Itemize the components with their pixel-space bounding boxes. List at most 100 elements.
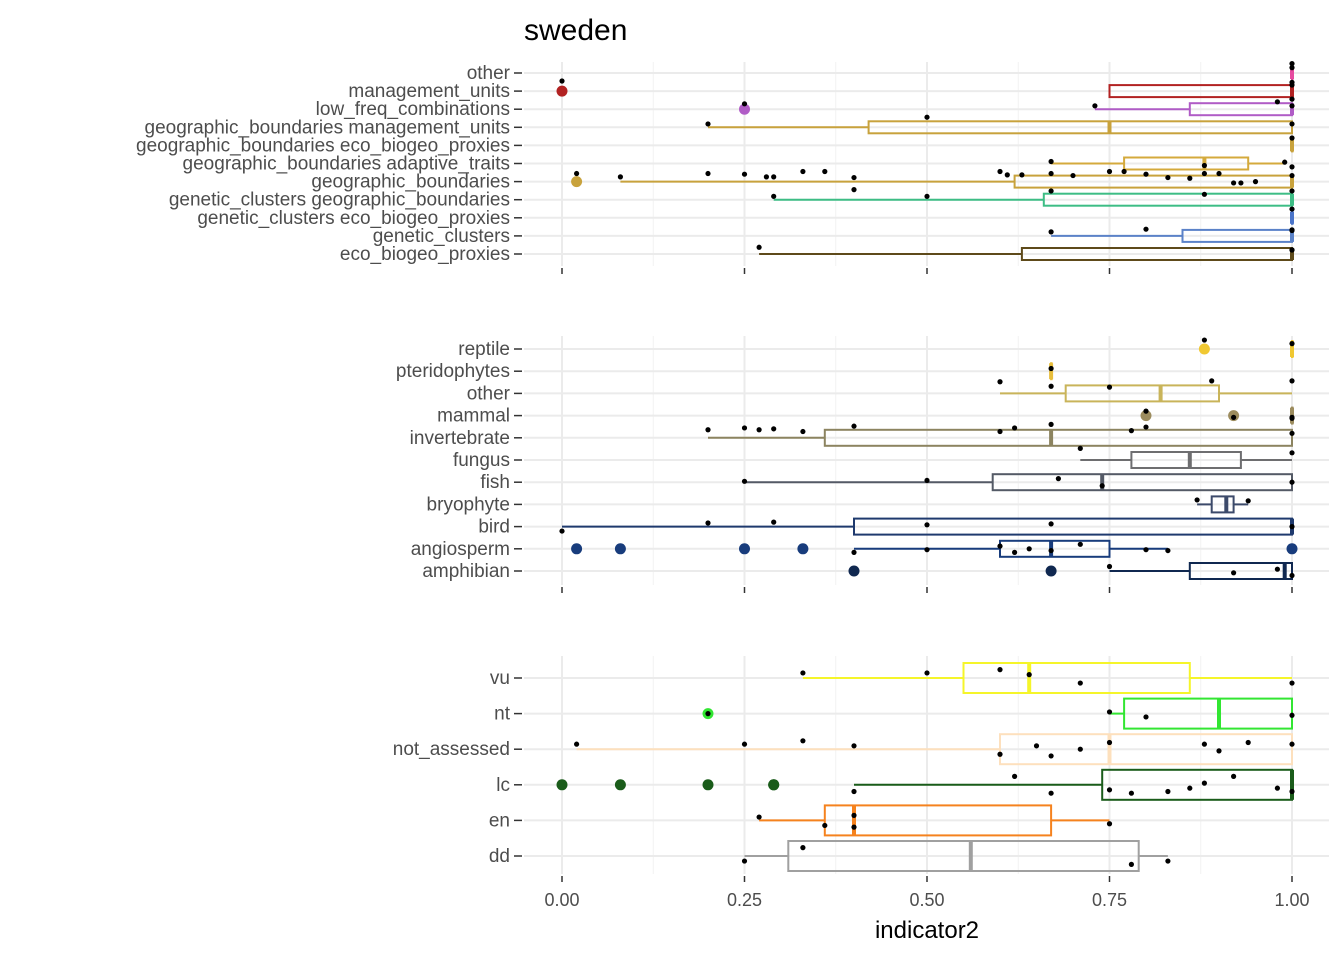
box-angiosperm: angiosperm (411, 539, 1298, 560)
box-iqr (823, 804, 1053, 837)
jitter-point (1004, 172, 1010, 178)
box-iqr (999, 539, 1111, 558)
jitter-point (771, 519, 777, 525)
category-label: other (467, 383, 511, 404)
jitter-point (1201, 741, 1207, 747)
outlier-point (614, 543, 626, 555)
box-management-units: management_units (348, 78, 1295, 102)
jitter-point (741, 858, 748, 864)
jitter-point (997, 543, 1003, 549)
jitter-point (1231, 570, 1237, 576)
outlier-point (1045, 565, 1057, 577)
jitter-point (997, 168, 1003, 175)
jitter-point (1128, 428, 1134, 434)
box-genetic-clusters: genetic_clusters (373, 226, 1295, 247)
jitter-point (1216, 170, 1222, 177)
jitter-point (1289, 341, 1295, 347)
jitter-point (997, 667, 1003, 673)
jitter-point (1289, 172, 1295, 179)
category-label: mammal (437, 406, 510, 427)
category-label: management_units (348, 81, 510, 102)
jitter-point (1012, 425, 1018, 431)
category-label: geographic_boundaries management_units (145, 117, 510, 138)
jitter-point (851, 743, 857, 749)
box-invertebrate: invertebrate (410, 421, 1295, 449)
category-label: genetic_clusters (373, 226, 510, 247)
box-reptile: reptile (458, 337, 1295, 360)
jitter-point (1070, 172, 1076, 179)
category-label: geographic_boundaries eco_biogeo_proxies (136, 135, 510, 156)
jitter-point (800, 738, 806, 744)
jitter-point (1106, 563, 1113, 570)
jitter-point (1048, 521, 1054, 527)
jitter-point (924, 547, 930, 553)
jitter-point (1106, 821, 1113, 827)
x-tick-label: 0.00 (544, 890, 579, 910)
category-label: genetic_clusters geographic_boundaries (169, 190, 510, 211)
box-en: en (489, 804, 1113, 837)
jitter-point (1282, 159, 1288, 165)
jitter-point (1128, 790, 1134, 796)
box-iqr (999, 733, 1293, 766)
jitter-point (763, 174, 770, 180)
jitter-point (1128, 861, 1134, 868)
jitter-point (1106, 384, 1113, 390)
jitter-point (924, 477, 930, 484)
box-bird: bird (478, 517, 1295, 538)
box-geographic-boundaries-adaptive-traits: geographic_boundaries adaptive_traits (183, 154, 1295, 175)
box-bryophyte: bryophyte (427, 494, 1251, 515)
jitter-point (851, 423, 857, 429)
jitter-point (851, 187, 857, 193)
jitter-point (1012, 549, 1018, 555)
box-amphibian: amphibian (422, 561, 1295, 582)
jitter-point (1143, 547, 1149, 553)
jitter-point (1289, 79, 1295, 85)
jitter-point (1289, 206, 1295, 212)
x-axis: 0.00 0.25 0.50 0.75 1.00 (544, 890, 1309, 910)
x-axis-title: indicator2 (875, 917, 979, 944)
jitter-point (822, 168, 828, 175)
outlier-point (739, 103, 750, 115)
jitter-point (1274, 785, 1280, 791)
outlier-point (556, 779, 568, 791)
category-label: lc (496, 775, 510, 796)
jitter-point (997, 379, 1003, 385)
jitter-point (771, 174, 777, 180)
jitter-point (705, 520, 711, 526)
x-tick-label: 0.75 (1092, 890, 1127, 910)
jitter-point (1289, 430, 1295, 436)
outlier-point (556, 85, 568, 97)
jitter-point (1106, 787, 1113, 793)
jitter-point (705, 170, 711, 177)
jitter-point (705, 711, 711, 717)
category-label: invertebrate (410, 428, 510, 449)
box-geographic-boundaries-eco-biogeo-proxies: geographic_boundaries eco_biogeo_proxies (136, 135, 1295, 156)
jitter-point (559, 78, 565, 84)
category-label: fish (480, 472, 510, 493)
category-label: geographic_boundaries (311, 172, 510, 193)
box-dd: dd (489, 840, 1171, 872)
jitter-point (924, 114, 930, 120)
category-label: other (467, 63, 511, 84)
jitter-point (1231, 773, 1237, 780)
box-not-assessed: not_assessed (393, 733, 1295, 766)
jitter-point (1289, 103, 1295, 109)
jitter-point (1289, 96, 1295, 102)
category-label: amphibian (422, 561, 510, 582)
jitter-point (574, 741, 580, 747)
jitter-point (1289, 741, 1295, 747)
jitter-point (1012, 773, 1018, 780)
category-label: nt (494, 704, 511, 725)
jitter-point (1289, 164, 1295, 170)
jitter-point (1201, 170, 1207, 177)
category-label: angiosperm (411, 539, 510, 560)
jitter-point (1048, 790, 1054, 796)
category-label: bryophyte (427, 494, 510, 515)
jitter-point (1289, 65, 1295, 71)
jitter-point (1289, 680, 1295, 686)
jitter-point (1048, 753, 1054, 759)
box-mammal: mammal (437, 406, 1295, 427)
jitter-point (822, 822, 828, 829)
jitter-point (851, 549, 857, 555)
jitter-point (800, 670, 806, 676)
